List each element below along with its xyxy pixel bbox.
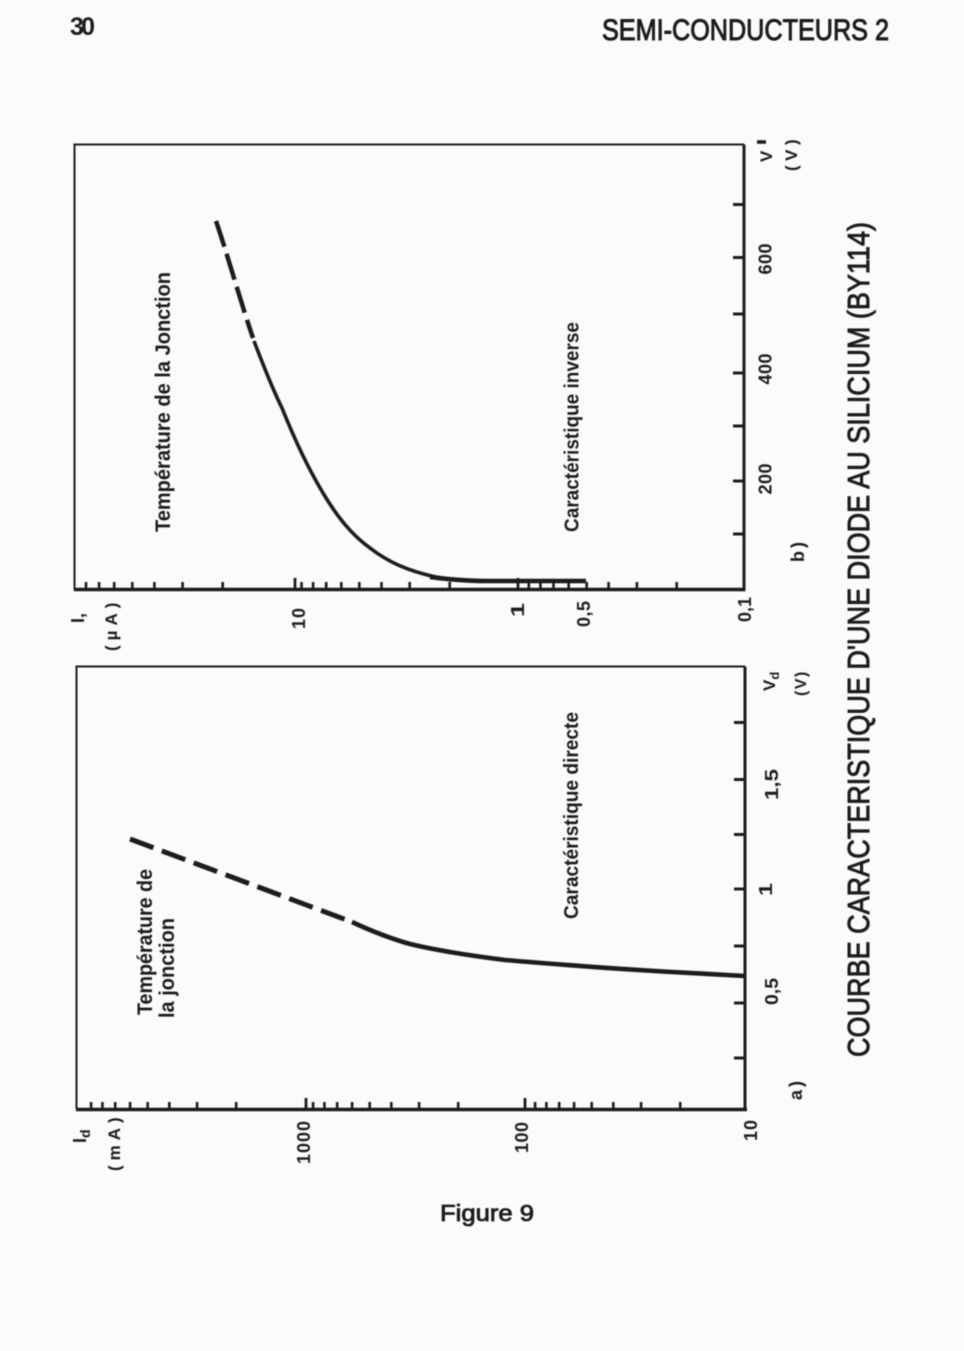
svg-text:I,: I, (68, 613, 88, 623)
svg-text:(V): (V) (782, 135, 801, 171)
svg-text:(mA): (mA) (105, 1112, 124, 1171)
svg-text:V: V (757, 150, 776, 162)
svg-text:COURBE CARACTERISTIQUE D'UNE D: COURBE CARACTERISTIQUE D'UNE DIODE AU SI… (841, 222, 876, 1057)
svg-text:600: 600 (756, 244, 776, 275)
svg-text:10: 10 (741, 1120, 761, 1141)
svg-text:SEMI-CONDUCTEURS 2: SEMI-CONDUCTEURS 2 (602, 14, 889, 47)
svg-text:(µA): (µA) (102, 598, 121, 651)
svg-text:1,5: 1,5 (762, 769, 782, 800)
svg-text:b): b) (788, 539, 808, 562)
svg-text:30: 30 (70, 13, 95, 41)
svg-text:0,5: 0,5 (762, 978, 782, 1005)
svg-text:Figure 9: Figure 9 (440, 1200, 534, 1226)
svg-text:Température de la Jonction: Température de la Jonction (152, 272, 175, 532)
svg-text:0,5: 0,5 (574, 601, 594, 627)
svg-text:Température de: Température de (134, 869, 157, 1015)
svg-text:la jonction: la jonction (156, 918, 179, 1018)
svg-text:Caractéristique directe: Caractéristique directe (560, 712, 583, 919)
svg-text:400: 400 (756, 354, 776, 385)
svg-text:Caractéristique inverse: Caractéristique inverse (561, 322, 584, 532)
svg-text:200: 200 (756, 464, 776, 495)
svg-text:1000: 1000 (294, 1121, 314, 1164)
svg-text:0,1: 0,1 (735, 597, 755, 622)
svg-text:100: 100 (512, 1122, 532, 1153)
svg-text:10: 10 (289, 608, 309, 629)
svg-text:a): a) (786, 1078, 806, 1100)
svg-text:1: 1 (508, 603, 528, 617)
svg-text:(V): (V) (793, 670, 810, 696)
svg-text:1: 1 (756, 883, 776, 896)
